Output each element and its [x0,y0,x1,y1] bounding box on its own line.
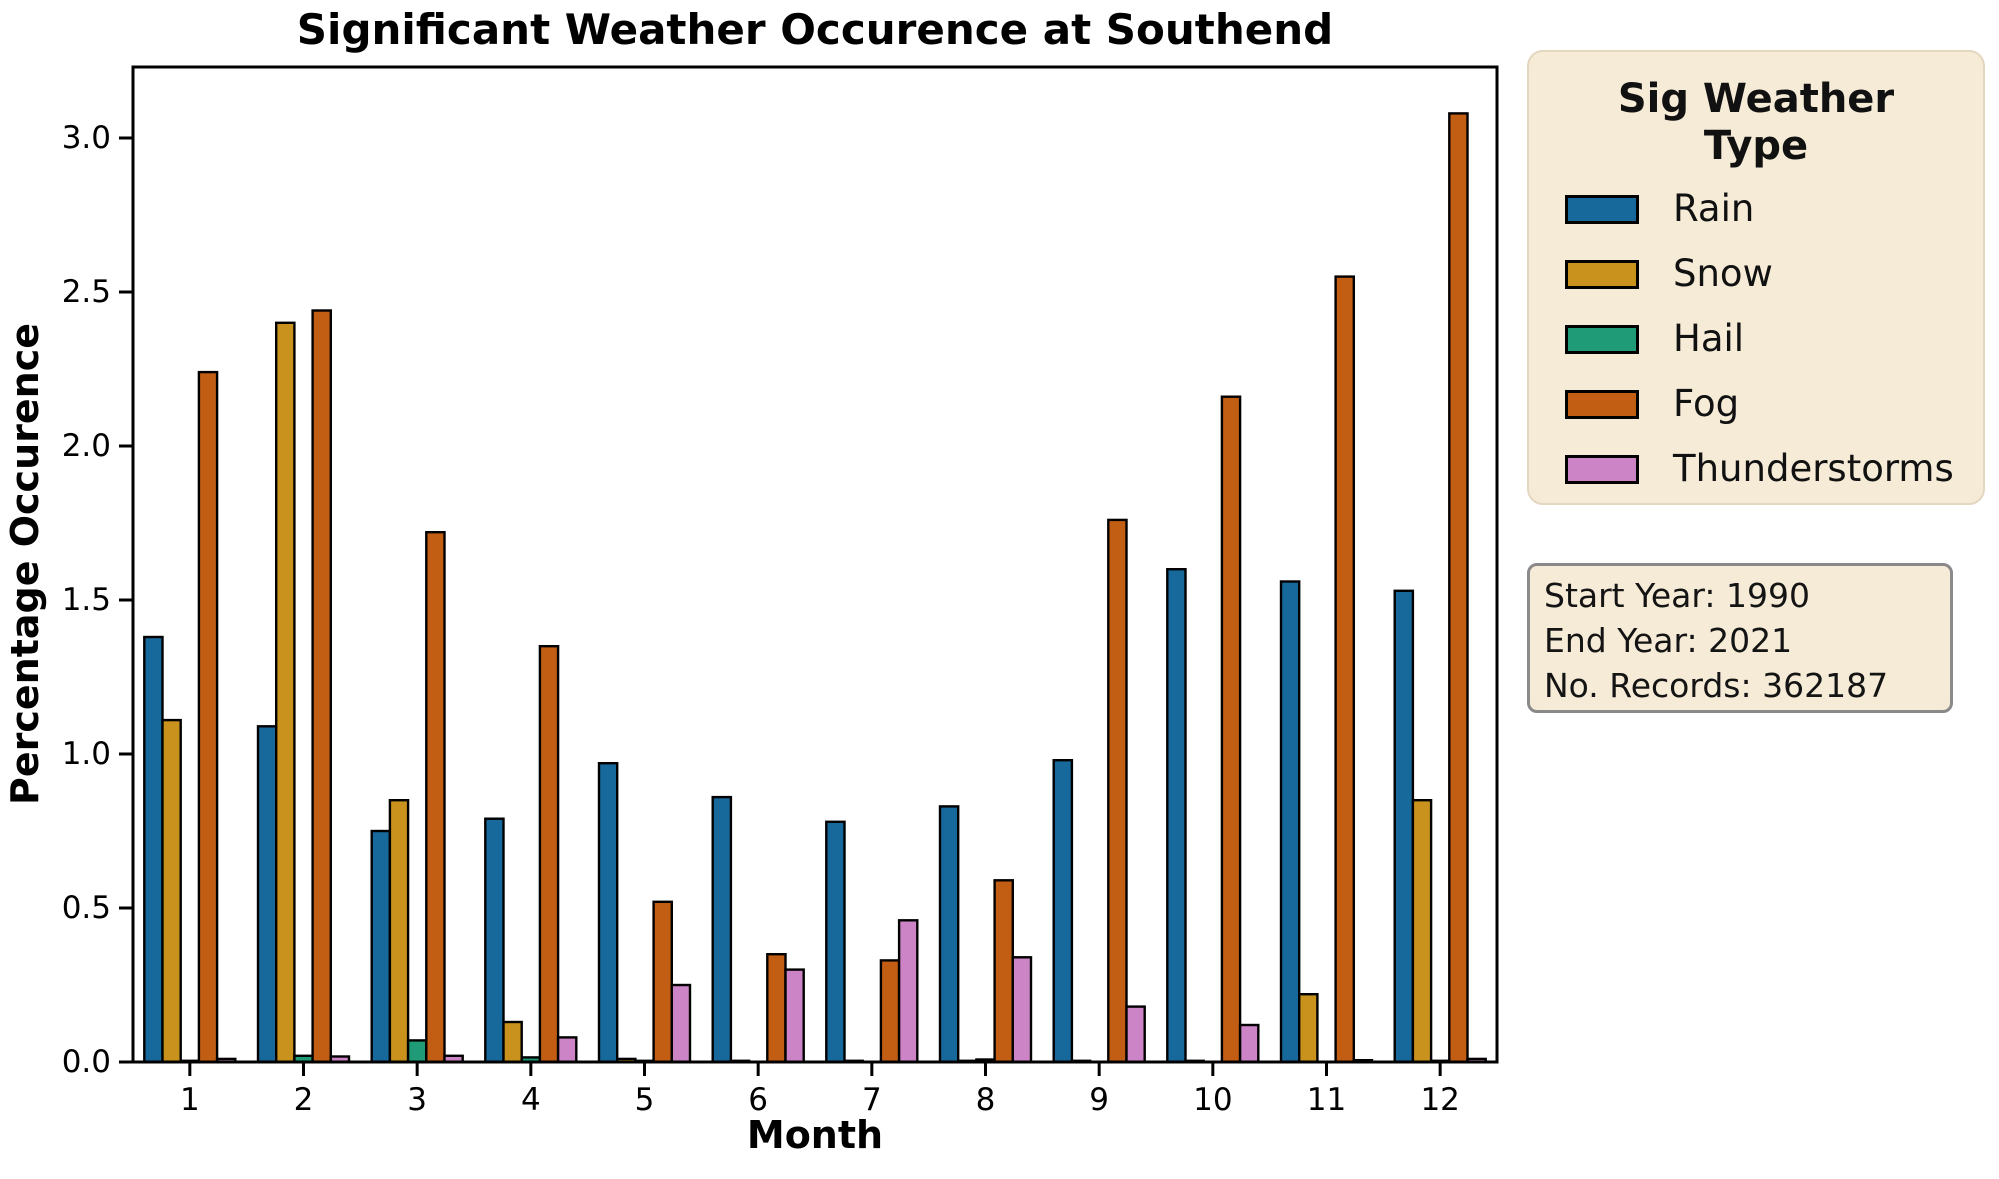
bar-fog-m12 [1448,112,1469,1064]
bar-fog-m6 [766,953,787,1064]
x-tick-label-2: 2 [294,1082,314,1118]
bar-rain-m1 [143,635,164,1064]
bar-thunderstorms-m8 [1011,956,1033,1064]
bar-rain-m8 [938,805,960,1064]
axes-group: 0.00.51.01.52.02.53.01 2 3 4 5 6 7 8 9 10 11 12 [62,65,1499,1118]
bar-thunderstorms-m9 [1125,1005,1146,1064]
bar-rain-m9 [1052,759,1074,1064]
legend-entry-thunderstorms: Thunderstorms [1565,450,1954,488]
bars-group [143,112,1487,1064]
y-tick-label-1.5: 1.5 [62,582,111,618]
bar-thunderstorms-m5 [670,983,692,1064]
bar-snow-m1 [161,718,182,1064]
bar-fog-m11 [1334,275,1355,1064]
bar-rain-m2 [256,725,278,1064]
legend-label-rain: Rain [1673,187,1755,230]
x-tick-label-5: 5 [635,1082,655,1118]
bar-hail-m3 [406,1039,428,1064]
bar-rain-m5 [597,762,619,1064]
legend-entry-rain: Rain [1565,190,1754,228]
x-tick-label-10: 10 [1193,1082,1232,1118]
y-tick-label-0.5: 0.5 [62,890,111,926]
bar-fog-m9 [1107,518,1128,1064]
bar-snow-m3 [388,799,410,1064]
bar-thunderstorms-m6 [784,968,805,1064]
x-tick-label-12: 12 [1420,1082,1459,1118]
bar-rain-m12 [1393,589,1415,1064]
bar-fog-m5 [652,900,673,1064]
bar-rain-m6 [711,795,733,1064]
legend-label-hail: Hail [1673,317,1745,360]
legend-label-snow: Snow [1673,252,1773,295]
bar-rain-m3 [370,829,392,1064]
x-tick-label-1: 1 [180,1082,200,1118]
legend-entry-hail: Hail [1565,320,1744,358]
x-tick-label-7: 7 [862,1082,882,1118]
bar-fog-m10 [1220,395,1242,1064]
bar-fog-m8 [993,879,1014,1064]
x-tick-label-3: 3 [407,1082,427,1118]
bar-rain-m7 [825,820,846,1064]
bar-rain-m4 [484,817,505,1064]
info-start-year: Start Year: 1990 [1544,576,1810,615]
bar-fog-m7 [879,959,901,1064]
bar-fog-m4 [538,645,560,1064]
y-tick-label-0.0: 0.0 [62,1044,111,1080]
bar-snow-m11 [1297,993,1319,1064]
bar-snow-m12 [1411,799,1433,1064]
legend-label-fog: Fog [1673,382,1740,425]
x-tick-label-9: 9 [1089,1082,1109,1118]
bar-fog-m2 [311,309,333,1064]
legend-box: Sig Weather Type Rain Snow Hail Fog Thunders… [1527,50,1985,505]
x-tick-label-6: 6 [748,1082,768,1118]
bar-thunderstorms-m4 [556,1036,578,1064]
x-tick-label-8: 8 [976,1082,996,1118]
bar-fog-m3 [425,531,446,1064]
legend-title: Sig Weather Type [1529,76,1983,170]
chart-title: Significant Weather Occurence at Southen… [297,5,1333,54]
info-end-year: End Year: 2021 [1544,621,1793,660]
plot-border [131,65,1499,1064]
bar-rain-m11 [1279,580,1301,1064]
legend-entry-fog: Fog [1565,385,1739,423]
y-axis-label: Percentage Occurence [3,323,47,805]
x-tick-label-4: 4 [521,1082,541,1118]
bar-thunderstorms-m7 [897,919,919,1064]
legend-title-line2: Type [1703,123,1809,169]
bar-rain-m10 [1166,568,1187,1064]
y-tick-label-2.0: 2.0 [62,428,111,464]
legend-entry-snow: Snow [1565,255,1773,293]
legend-swatch-hail [1565,324,1639,354]
y-tick-label-1.0: 1.0 [62,736,111,772]
bar-fog-m1 [197,370,219,1064]
bar-snow-m4 [502,1020,523,1064]
y-tick-label-2.5: 2.5 [62,274,111,310]
y-tick-label-3.0: 3.0 [62,120,111,156]
bar-thunderstorms-m10 [1238,1023,1260,1064]
legend-title-line1: Sig Weather [1617,76,1895,122]
info-box: Start Year: 1990 End Year: 2021 No. Reco… [1527,563,1953,713]
legend-swatch-thunderstorms [1565,454,1639,484]
legend-label-thunderstorms: Thunderstorms [1673,447,1954,490]
x-axis-label: Month [747,1113,883,1157]
legend-swatch-rain [1565,194,1639,224]
bar-snow-m2 [275,321,296,1064]
legend-swatch-snow [1565,259,1639,289]
legend-swatch-fog [1565,389,1639,419]
legend-entries: Rain Snow Hail Fog Thunderstorms [1529,190,1983,488]
x-tick-label-11: 11 [1307,1082,1346,1118]
info-num-records: No. Records: 362187 [1544,666,1889,705]
